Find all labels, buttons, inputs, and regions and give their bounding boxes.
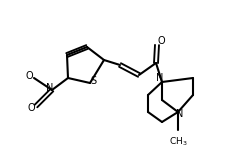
Text: CH$_3$: CH$_3$ bbox=[169, 136, 187, 149]
Text: O: O bbox=[25, 71, 33, 81]
Text: O: O bbox=[157, 36, 165, 46]
Text: N: N bbox=[46, 83, 54, 93]
Text: O: O bbox=[27, 103, 35, 113]
Text: S: S bbox=[90, 76, 96, 86]
Text: N: N bbox=[156, 73, 164, 83]
Text: N: N bbox=[176, 109, 184, 119]
